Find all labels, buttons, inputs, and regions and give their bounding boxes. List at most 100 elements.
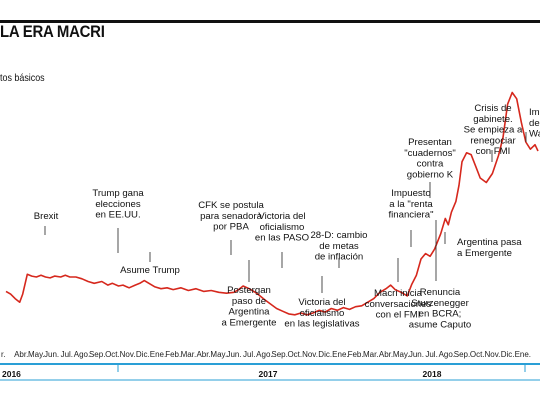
annotation-label: Presentan "cuadernos" contra gobierno K [404, 137, 456, 180]
annotation-line: oficialismo [260, 222, 305, 233]
annotation-line: de [529, 118, 540, 129]
annotation-line: en las legislativas [284, 319, 359, 330]
annotation: Trump gana elecciones en EE.UU. [92, 188, 144, 253]
annotation: ImpdeWa [525, 107, 540, 142]
annotation: Impuesto a la "renta financiera" [388, 188, 434, 247]
year-label: 2017 [259, 369, 278, 379]
annotation-line: en BCRA; [419, 309, 462, 320]
x-tick-label: Jun. [226, 350, 241, 359]
annotation-line: Macri inicia [374, 288, 423, 299]
annotation-line: Wa [529, 129, 540, 140]
annotation: Victoria del oficialismo en las legislativ… [284, 276, 360, 330]
annotation-line: a la "renta [389, 199, 433, 210]
annotation-line: oficialismo [300, 308, 345, 319]
annotation: Presentan "cuadernos" contra gobierno K [404, 137, 456, 198]
x-tick-label: Abr. [379, 350, 393, 359]
x-tick-label: Abr. [14, 350, 28, 359]
x-tick-label: May. [28, 350, 45, 359]
annotation-line: Trump gana [92, 188, 144, 199]
annotation-line: con el FMI [376, 310, 421, 321]
annotation-line: a Emergente [222, 317, 277, 328]
x-tick-label: Jul. [243, 350, 255, 359]
annotation-line: para senadora [200, 211, 263, 222]
annotation-line: en las PASO [255, 233, 309, 244]
x-tick-label: Abr. [196, 350, 210, 359]
x-tick-label: Dic. [318, 350, 332, 359]
annotation-label: Victoria del oficialismo en las PASO [255, 211, 309, 244]
x-tick-label: Oct. [287, 350, 302, 359]
annotation-label: Crisis de gabinete. Se empieza a renegociar… [464, 103, 523, 157]
annotation-label: ImpdeWa [529, 107, 540, 140]
x-tick-label: May. [210, 350, 227, 359]
annotation-line: en EE.UU. [95, 210, 140, 221]
x-tick-label: Sep. [454, 350, 470, 359]
annotation-line: "cuadernos" [404, 148, 456, 159]
x-tick-label: May. [393, 350, 410, 359]
annotation-line: elecciones [95, 199, 141, 210]
annotation-label: 28-D: cambio de metas de inflación [310, 230, 367, 263]
annotation-line: gabinete. [473, 114, 512, 125]
annotation-label: Victoria del oficialismo en las legislativ… [284, 297, 359, 330]
annotation-line: Brexit [34, 211, 59, 222]
annotation-line: financiera" [388, 210, 433, 221]
annotation-line: Imp [529, 107, 540, 118]
x-tick-label: Ene. [515, 350, 531, 359]
annotation-label: Postergan paso de Argentina a Emergente [222, 285, 277, 328]
annotation-line: CFK se postula [198, 200, 264, 211]
annotation: Macri inicia conversaciones con el FMI [365, 258, 432, 321]
annotation-line: Victoria del [298, 297, 345, 308]
x-tick-label: Jun. [44, 350, 59, 359]
annotation: Victoria del oficialismo en las PASO [255, 211, 309, 268]
year-label: 2016 [2, 369, 21, 379]
annotation-line: 28-D: cambio [310, 230, 367, 241]
annotation-line: Se empieza a [464, 125, 523, 136]
x-tick-label: Mar. [181, 350, 197, 359]
annotation-label: Macri inicia conversaciones con el FMI [365, 288, 432, 321]
annotation: 28-D: cambio de metas de inflación [310, 230, 368, 268]
annotation-label: Argentina pasa a Emergente [457, 237, 522, 259]
annotation: Renuncia Sturzenegger en BCRA; asume Caputo [409, 220, 471, 330]
annotation: Brexit [34, 211, 59, 235]
annotation-line: de metas [319, 241, 359, 252]
annotation: Argentina pasa a Emergente [444, 232, 522, 259]
annotation-line: contra [417, 159, 444, 170]
annotation: Postergan paso de Argentina a Emergente [222, 260, 277, 328]
x-tick-label: Ago. [256, 350, 272, 359]
annotation-label: Renuncia Sturzenegger en BCRA; asume Caputo [409, 287, 471, 330]
x-tick-label: Jul. [425, 350, 437, 359]
annotation-label: Asume Trump [120, 265, 180, 276]
annotation-line: Presentan [408, 137, 452, 148]
x-tick-label: Mar. [363, 350, 379, 359]
x-tick-label: Jun. [409, 350, 424, 359]
header-rule [0, 20, 540, 23]
x-tick-label: Ago. [74, 350, 90, 359]
x-tick-label: Dic. [136, 350, 150, 359]
annotation-line: asume Caputo [409, 319, 471, 330]
annotation-line: conversaciones [365, 299, 432, 310]
annotation: Asume Trump [120, 252, 180, 276]
annotation-line: Impuesto [391, 188, 430, 199]
annotation-line: de inflación [315, 252, 364, 263]
x-tick-label: Ene. [150, 350, 166, 359]
annotation-line: Renuncia [420, 287, 461, 298]
annotation-line: Postergan [227, 285, 271, 296]
annotation-label: Impuesto a la "renta financiera" [388, 188, 433, 221]
x-tick-label: Feb. [165, 350, 181, 359]
annotation-line: Crisis de [474, 103, 511, 114]
annotation-line: renegociar [470, 135, 516, 146]
x-tick-label: Nov. [120, 350, 136, 359]
annotation-line: a Emergente [457, 248, 512, 259]
annotation: CFK se postula para senadora por PBA [198, 200, 264, 255]
x-tick-label: Dic. [501, 350, 515, 359]
year-label: 2018 [423, 369, 442, 379]
page-title: LA ERA MACRI [0, 22, 105, 41]
annotation-label: CFK se postula para senadora por PBA [198, 200, 264, 233]
annotation-line: paso de [232, 296, 266, 307]
series-line [5, 91, 539, 316]
x-tick-label: Nov. [302, 350, 318, 359]
x-tick-label: Sep. [271, 350, 287, 359]
chart-subtitle: tos básicos [0, 72, 45, 84]
annotation-line: Sturzenegger [411, 298, 469, 309]
annotation-line: Victoria del [258, 211, 305, 222]
x-tick-label: Ago. [439, 350, 455, 359]
